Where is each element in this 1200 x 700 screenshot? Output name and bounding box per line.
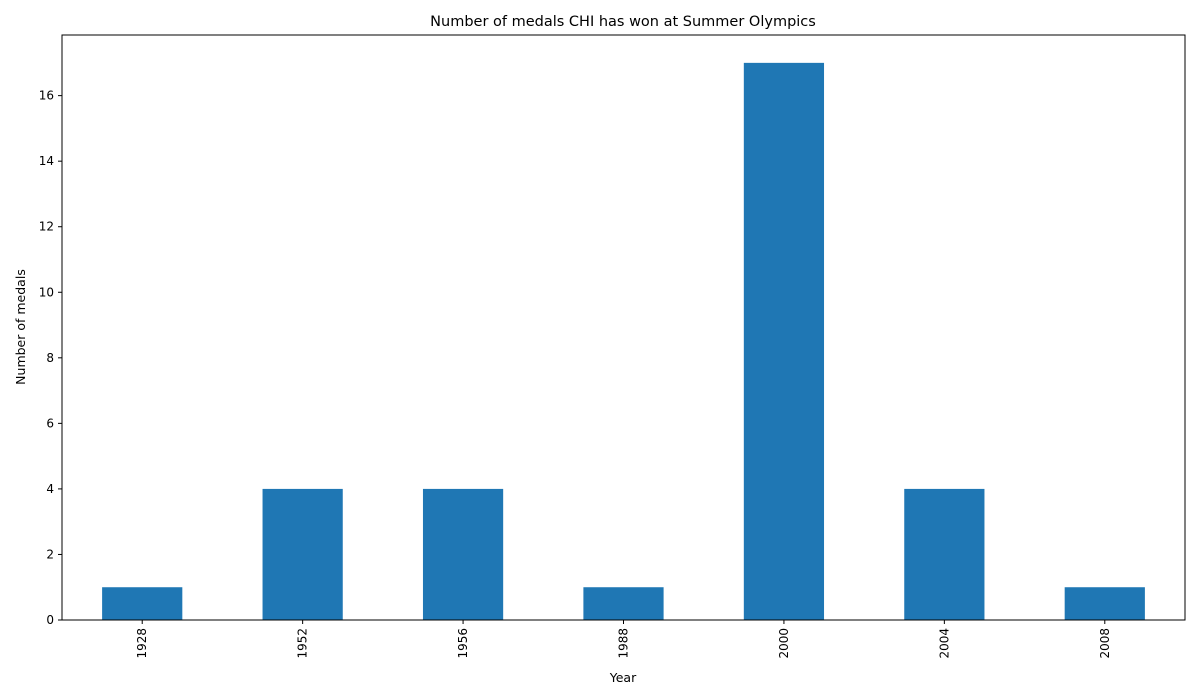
y-tick-label-8: 8 [46, 351, 54, 365]
bar-1928 [102, 587, 183, 620]
x-tick-label-2008: 2008 [1098, 628, 1112, 659]
y-tick-label-16: 16 [39, 89, 54, 103]
y-tick-label-6: 6 [46, 416, 54, 430]
bar-1952 [262, 488, 343, 620]
plot-frame [61, 34, 1186, 621]
bar-1956 [422, 488, 504, 620]
y-axis-ticks: 0 2 4 6 8 10 12 14 16 [39, 89, 62, 627]
y-axis-label: Number of medals [13, 269, 28, 385]
bar-2004 [904, 488, 985, 620]
y-tick-label-0: 0 [46, 613, 54, 627]
bar-2000 [743, 62, 825, 621]
y-tick-label-2: 2 [46, 547, 54, 561]
x-tick-label-2000: 2000 [777, 628, 791, 659]
y-tick-label-10: 10 [39, 285, 54, 299]
chart-title: Number of medals CHI has won at Summer O… [430, 14, 816, 30]
y-tick-label-12: 12 [39, 220, 54, 234]
x-tick-label-2004: 2004 [937, 628, 951, 659]
y-tick-label-14: 14 [39, 154, 54, 168]
bars-group [102, 62, 1145, 621]
x-tick-label-1952: 1952 [296, 628, 310, 659]
bar-1988 [583, 587, 664, 620]
x-axis-label: Year [609, 670, 637, 685]
x-tick-label-1956: 1956 [456, 628, 470, 659]
x-axis-ticks: 1928 1952 1956 1988 2000 2004 2008 [135, 620, 1112, 659]
x-tick-label-1928: 1928 [135, 628, 149, 659]
x-tick-label-1988: 1988 [617, 628, 631, 659]
y-tick-label-4: 4 [46, 482, 54, 496]
bar-2008 [1064, 587, 1145, 620]
